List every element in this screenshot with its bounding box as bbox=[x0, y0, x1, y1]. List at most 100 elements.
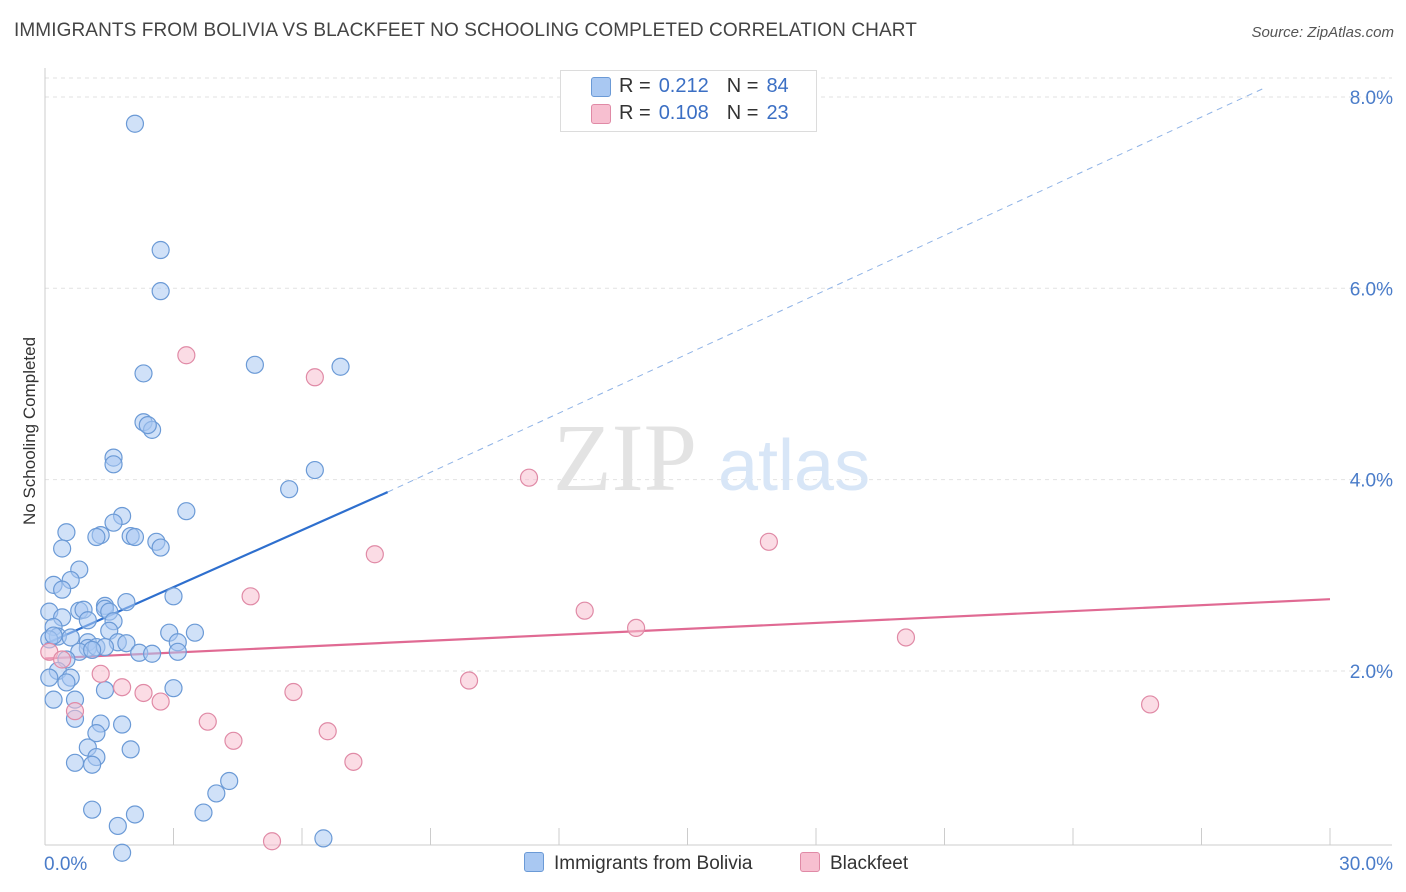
trend-extension-0 bbox=[387, 86, 1266, 493]
data-point-bolivia bbox=[151, 240, 170, 260]
n-label: N = bbox=[726, 101, 759, 124]
data-point-bolivia bbox=[117, 592, 136, 612]
data-point-blackfeet bbox=[224, 731, 243, 750]
n-value: 23 bbox=[766, 101, 789, 124]
data-point-blackfeet bbox=[151, 692, 170, 711]
data-point-blackfeet bbox=[198, 712, 217, 731]
legend-label: Immigrants from Bolivia bbox=[554, 853, 753, 874]
trend-line-0 bbox=[44, 491, 389, 646]
data-point-bolivia bbox=[245, 355, 264, 374]
trend-lines bbox=[44, 86, 1331, 660]
data-point-bolivia bbox=[57, 673, 76, 692]
chart-title: IMMIGRANTS FROM BOLIVIA VS BLACKFEET NO … bbox=[14, 20, 917, 41]
data-point-bolivia bbox=[314, 829, 333, 848]
data-point-bolivia bbox=[125, 805, 145, 824]
x-tick-label: 0.0% bbox=[44, 854, 87, 875]
data-point-blackfeet bbox=[305, 368, 324, 387]
data-point-bolivia bbox=[44, 690, 63, 709]
data-point-bolivia bbox=[185, 623, 205, 642]
trend-line-1 bbox=[44, 598, 1331, 660]
data-point-bolivia bbox=[44, 626, 63, 645]
data-point-bolivia bbox=[194, 803, 213, 822]
data-point-blackfeet bbox=[262, 832, 282, 851]
data-point-bolivia bbox=[117, 634, 136, 653]
correlation-legend: R = 0.212 N = 84 R = 0.108 N = 23 bbox=[560, 70, 817, 132]
data-point-bolivia bbox=[53, 580, 72, 599]
y-tick-label: 6.0% bbox=[1350, 279, 1393, 300]
data-point-bolivia bbox=[87, 724, 106, 743]
data-point-blackfeet bbox=[759, 532, 778, 551]
r-label: R = bbox=[619, 101, 651, 124]
r-value: 0.212 bbox=[658, 74, 709, 97]
tick-labels: 2.0% 4.0% 6.0% 8.0% 0.0% 30.0% bbox=[44, 88, 1393, 875]
data-point-blackfeet bbox=[284, 682, 303, 702]
data-point-blackfeet bbox=[575, 601, 594, 620]
data-point-blackfeet bbox=[65, 702, 85, 721]
data-point-bolivia bbox=[151, 538, 170, 557]
data-point-bolivia bbox=[87, 527, 106, 547]
data-point-bolivia bbox=[121, 740, 140, 759]
legend-row-blackfeet: R = 0.108 N = 23 bbox=[619, 101, 789, 125]
data-point-bolivia bbox=[83, 755, 102, 774]
data-point-bolivia bbox=[112, 843, 132, 862]
data-point-bolivia bbox=[168, 642, 187, 661]
y-tick-label: 2.0% bbox=[1350, 662, 1393, 683]
data-point-bolivia bbox=[104, 455, 123, 474]
data-point-blackfeet bbox=[134, 683, 153, 703]
data-point-bolivia bbox=[142, 644, 162, 663]
y-tick-label: 8.0% bbox=[1350, 88, 1393, 109]
y-tick-label: 4.0% bbox=[1350, 471, 1393, 492]
legend-swatch-blackfeet bbox=[800, 852, 820, 872]
data-point-blackfeet bbox=[177, 346, 196, 365]
legend-swatch-blackfeet bbox=[591, 104, 611, 124]
data-point-bolivia bbox=[83, 640, 102, 660]
data-point-blackfeet bbox=[318, 722, 337, 741]
data-point-blackfeet bbox=[365, 545, 384, 564]
data-point-bolivia bbox=[104, 513, 123, 532]
data-point-bolivia bbox=[53, 539, 72, 558]
data-point-bolivia bbox=[134, 364, 153, 383]
legend-item-bolivia: Immigrants from Bolivia bbox=[524, 852, 753, 875]
data-points bbox=[40, 114, 1160, 862]
source-credit: Source: ZipAtlas.com bbox=[1251, 24, 1394, 41]
data-point-bolivia bbox=[207, 784, 226, 803]
r-value: 0.108 bbox=[658, 101, 709, 124]
data-point-bolivia bbox=[95, 680, 115, 700]
data-point-blackfeet bbox=[112, 678, 132, 697]
watermark-zip: ZIP bbox=[553, 404, 697, 511]
legend-label: Blackfeet bbox=[830, 853, 909, 874]
data-point-bolivia bbox=[138, 415, 157, 435]
r-label: R = bbox=[619, 74, 651, 97]
data-point-blackfeet bbox=[241, 587, 260, 606]
data-point-blackfeet bbox=[344, 752, 363, 771]
legend-swatch-bolivia bbox=[591, 77, 611, 97]
data-point-bolivia bbox=[331, 357, 350, 376]
gridlines bbox=[45, 77, 1392, 672]
data-point-bolivia bbox=[151, 282, 170, 301]
data-point-blackfeet bbox=[459, 671, 479, 690]
data-point-bolivia bbox=[65, 753, 85, 772]
data-point-bolivia bbox=[83, 800, 102, 819]
data-point-bolivia bbox=[220, 771, 239, 791]
data-point-bolivia bbox=[164, 679, 183, 698]
data-point-bolivia bbox=[40, 668, 59, 687]
data-point-bolivia bbox=[305, 460, 324, 480]
data-point-bolivia bbox=[108, 816, 127, 836]
watermark: ZIP atlas bbox=[553, 404, 870, 511]
data-point-bolivia bbox=[57, 523, 76, 542]
data-point-blackfeet bbox=[519, 468, 539, 487]
data-point-blackfeet bbox=[896, 628, 916, 647]
data-point-blackfeet bbox=[91, 664, 110, 683]
data-point-bolivia bbox=[125, 114, 145, 133]
data-point-bolivia bbox=[78, 611, 97, 630]
data-point-bolivia bbox=[280, 480, 299, 499]
legend-item-blackfeet: Blackfeet bbox=[800, 852, 908, 875]
x-tick-label: 30.0% bbox=[1339, 854, 1393, 875]
n-label: N = bbox=[726, 74, 759, 97]
legend-row-bolivia: R = 0.212 N = 84 bbox=[619, 74, 789, 98]
data-point-blackfeet bbox=[53, 650, 72, 669]
data-point-bolivia bbox=[112, 715, 132, 734]
data-point-blackfeet bbox=[626, 618, 646, 638]
data-point-bolivia bbox=[164, 587, 183, 606]
